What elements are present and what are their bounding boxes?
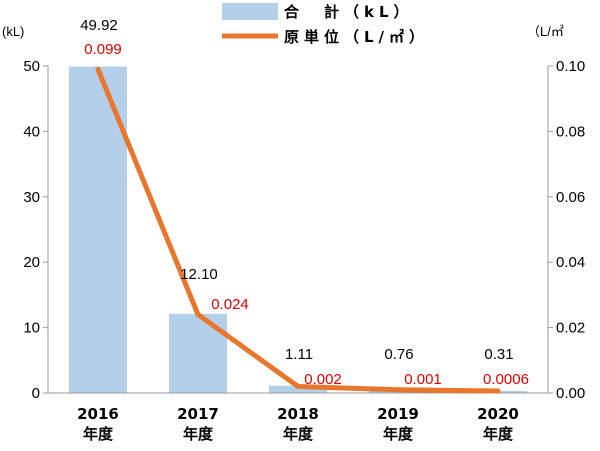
x-tick-label-3: 2019 年度	[377, 405, 419, 443]
bar-value-label-0: 49.92	[80, 17, 118, 34]
left-tick-label-5: 50	[23, 58, 40, 75]
bar-value-label-4: 0.31	[484, 346, 513, 363]
line-value-label-4: 0.0006	[483, 371, 529, 388]
right-tick-label-2: 0.04	[556, 254, 585, 271]
bar-value-label-1: 12.10	[180, 266, 218, 283]
left-tick-label-4: 40	[23, 123, 40, 140]
left-tick-label-2: 20	[23, 254, 40, 271]
line-value-label-1: 0.024	[211, 296, 249, 313]
right-tick-label-5: 0.10	[556, 58, 585, 75]
line-value-label-3: 0.001	[404, 371, 442, 388]
left-axis-unit: (kL)	[2, 24, 24, 39]
bar-1	[169, 313, 227, 393]
x-tick-label-4: 2020 年度	[477, 405, 519, 443]
line-value-label-2: 0.002	[304, 371, 342, 388]
line-point-1	[196, 313, 200, 317]
right-tick-label-3: 0.06	[556, 189, 585, 206]
line-point-3	[396, 388, 400, 392]
line-point-0	[96, 67, 100, 71]
line-point-2	[296, 384, 300, 388]
line-series	[95, 66, 501, 394]
right-tick-label-1: 0.02	[556, 320, 585, 337]
line-point-4	[496, 389, 500, 393]
legend-label-line: 原単位（L/㎡）	[284, 28, 429, 46]
left-tick-label-3: 30	[23, 189, 40, 206]
x-tick-label-2: 2018 年度	[277, 405, 319, 443]
x-tick-label-0: 2016 年度	[77, 405, 119, 443]
legend-swatch-bar	[222, 3, 278, 20]
line-value-label-0: 0.099	[84, 41, 122, 58]
x-tick-label-1: 2017 年度	[177, 405, 219, 443]
right-tick-label-4: 0.08	[556, 123, 585, 140]
bar-value-label-2: 1.11	[285, 346, 313, 363]
bar-value-label-3: 0.76	[384, 346, 413, 363]
legend-label-bar: 合 計（kL）	[283, 3, 414, 21]
right-tick-label-0: 0.00	[556, 385, 585, 402]
right-axis-unit: （L/㎡	[527, 24, 564, 39]
bar-2	[269, 385, 327, 393]
left-tick-label-1: 10	[23, 320, 40, 337]
left-tick-label-0: 0	[32, 385, 40, 402]
